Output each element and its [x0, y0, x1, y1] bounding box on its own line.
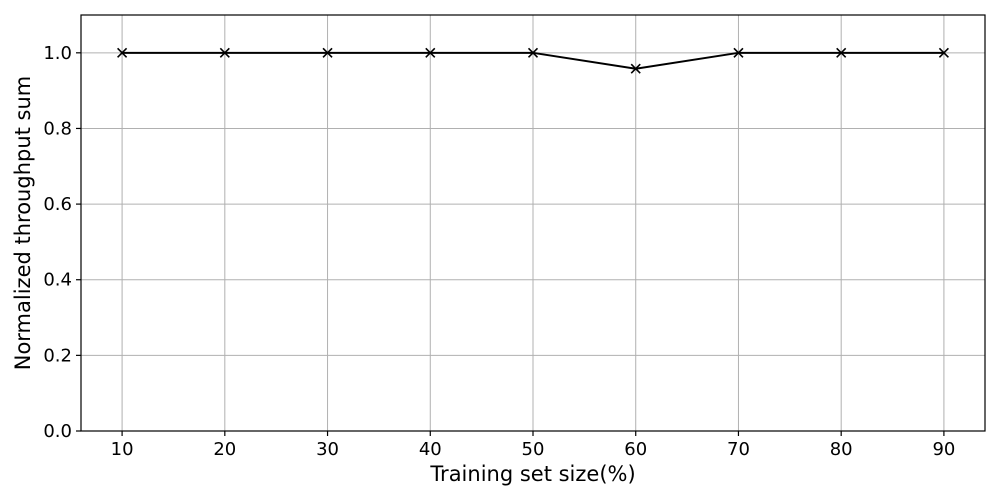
data-point-marker — [938, 47, 949, 58]
data-point-marker — [836, 47, 847, 58]
x-axis-title: Training set size(%) — [429, 462, 635, 486]
x-tick-label: 60 — [624, 439, 647, 460]
x-tick-label: 10 — [111, 439, 134, 460]
y-tick-label: 0.6 — [43, 194, 72, 215]
x-tick-label: 80 — [830, 439, 853, 460]
data-point-marker — [117, 47, 128, 58]
x-tick-label: 50 — [522, 439, 545, 460]
y-tick-label: 1.0 — [43, 43, 72, 64]
y-tick-label: 0.4 — [43, 270, 72, 291]
x-tick-label: 70 — [727, 439, 750, 460]
x-tick-label: 20 — [213, 439, 236, 460]
y-tick-label: 0.0 — [43, 421, 72, 442]
data-point-marker — [733, 47, 744, 58]
x-tick-label: 90 — [932, 439, 955, 460]
grid — [81, 15, 985, 432]
data-point-marker — [425, 47, 436, 58]
y-tick-label: 0.2 — [43, 345, 72, 366]
y-axis: 0.0 0.2 0.4 0.6 0.8 1.0 — [43, 43, 81, 442]
x-tick-label: 40 — [419, 439, 442, 460]
x-axis: 10 20 30 40 50 60 70 80 90 — [111, 431, 955, 460]
data-point-marker — [322, 47, 333, 58]
series-layer — [117, 47, 949, 74]
y-tick-label: 0.8 — [43, 118, 72, 139]
x-tick-label: 30 — [316, 439, 339, 460]
data-point-marker — [527, 47, 539, 58]
data-point-marker — [219, 47, 230, 58]
data-point-marker — [630, 63, 641, 74]
y-axis-title: Normalized throughput sum — [11, 76, 35, 371]
